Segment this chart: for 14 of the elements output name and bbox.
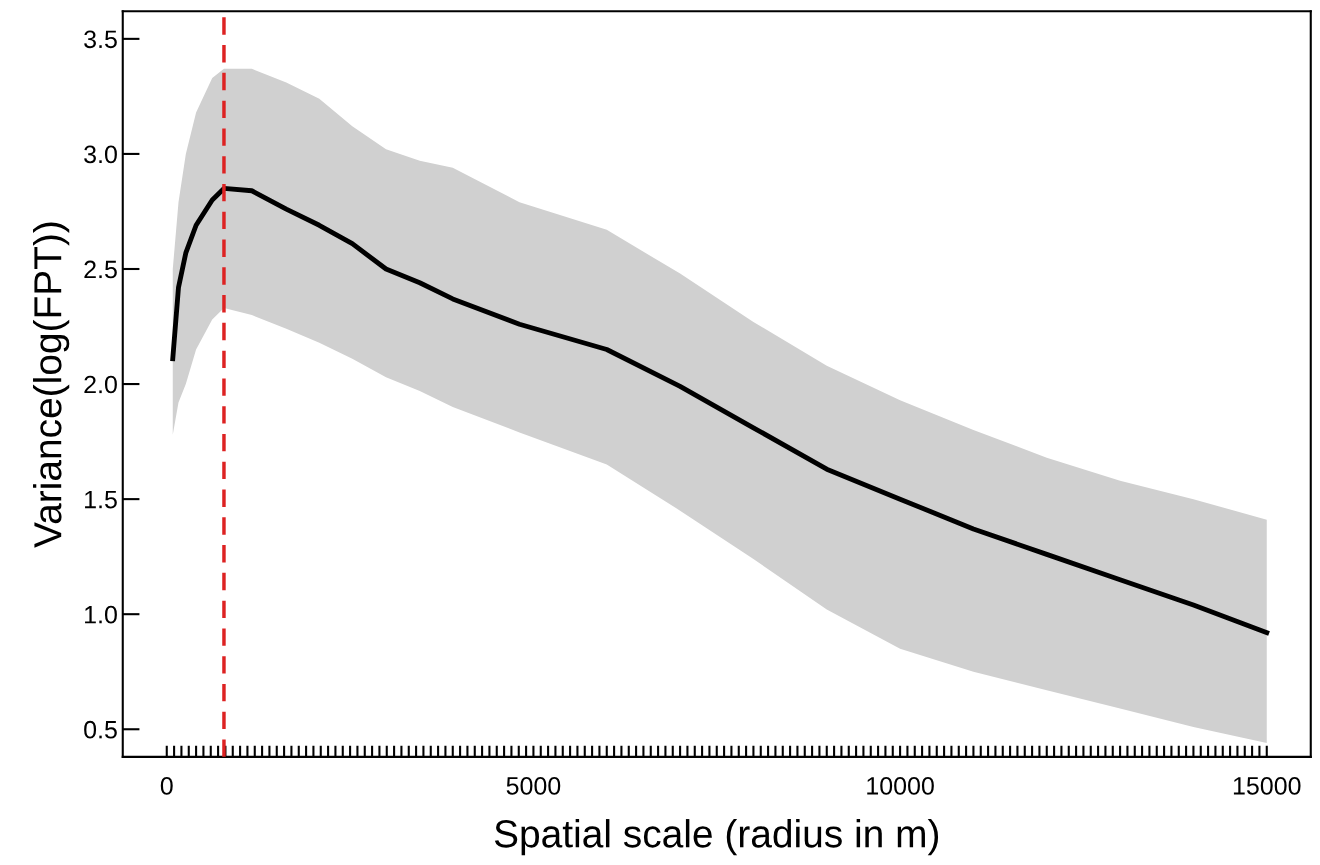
y-tick-label: 3.0 [84, 145, 117, 164]
y-tick-label: 1.0 [85, 605, 117, 624]
x-tick-label: 10000 [867, 776, 934, 795]
y-tick-label: 2.5 [84, 260, 117, 279]
line-series [170, 186, 1270, 636]
y-tick-label: 1.5 [85, 490, 117, 509]
x-tick-label: 0 [160, 776, 173, 795]
y-tick-label: 3.5 [84, 30, 117, 49]
x-tick-label: 5000 [506, 776, 561, 795]
y-tick-label: 2.0 [84, 375, 117, 394]
x-tick-label: 15000 [1233, 776, 1301, 795]
x-axis-title: Spatial scale (radius in m) [494, 819, 939, 856]
y-axis-title: Variance(log(FPT)) [33, 222, 70, 548]
y-tick-label: 0.5 [84, 720, 117, 739]
